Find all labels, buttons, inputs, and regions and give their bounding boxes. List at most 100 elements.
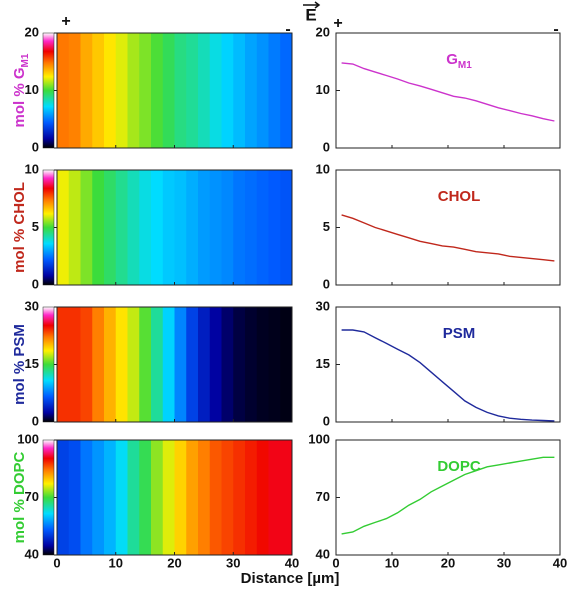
heatmap-column — [198, 33, 211, 148]
x-tick-label: 0 — [332, 555, 339, 570]
heatmap-column — [139, 307, 152, 422]
heatmap-column — [127, 307, 140, 422]
heatmap-column — [186, 170, 199, 285]
y-axis-label: mol % PSM — [11, 324, 28, 405]
y-tick-label: 10 — [316, 161, 330, 176]
plus-sign: + — [333, 15, 342, 32]
field-arrow — [303, 1, 321, 9]
series-label: PSM — [443, 325, 476, 342]
heatmap-column — [186, 440, 199, 555]
heatmap-column — [162, 307, 175, 422]
heatmap-column — [174, 170, 187, 285]
x-tick-label: 40 — [285, 555, 299, 570]
heatmap-column — [280, 170, 293, 285]
heatmap-column — [174, 440, 187, 555]
heatmap-column — [80, 307, 93, 422]
colorbar — [42, 32, 55, 149]
colorbar-tick-label: 15 — [25, 356, 39, 371]
heatmap-column — [209, 440, 222, 555]
y-axis-label-text: mol % PSM — [11, 324, 28, 405]
colorbar — [42, 439, 55, 556]
colorbar — [42, 306, 55, 423]
y-axis-label: mol % DOPC — [11, 451, 28, 543]
heatmap-column — [256, 170, 269, 285]
heatmap-column — [151, 170, 164, 285]
x-tick-label: 10 — [385, 555, 399, 570]
heatmap-column — [92, 33, 105, 148]
heatmap-column — [127, 440, 140, 555]
y-tick-label: 40 — [316, 546, 330, 561]
colorbar-tick-label: 40 — [25, 546, 39, 561]
heatmap-column — [256, 307, 269, 422]
heatmap-column — [68, 170, 81, 285]
x-tick-label: 30 — [497, 555, 511, 570]
y-tick-label: 70 — [316, 489, 330, 504]
heatmap-column — [68, 33, 81, 148]
heatmap-column — [233, 33, 246, 148]
profile-line — [341, 329, 555, 422]
y-tick-label: 5 — [323, 219, 330, 234]
heatmap-column — [245, 440, 258, 555]
series-label-text: CHOL — [438, 188, 481, 205]
heatmap-column — [104, 33, 117, 148]
heatmap-column — [209, 33, 222, 148]
heatmap-column — [139, 440, 152, 555]
heatmap-column — [151, 440, 164, 555]
x-tick-label: 30 — [226, 555, 240, 570]
heatmap-column — [198, 170, 211, 285]
heatmap-column — [80, 33, 93, 148]
heatmap-column — [209, 307, 222, 422]
heatmap-column — [233, 307, 246, 422]
heatmap-column — [221, 440, 234, 555]
series-label: DOPC — [437, 458, 481, 475]
heatmap-column — [57, 33, 70, 148]
series-label-text: PSM — [443, 325, 476, 342]
heatmap-column — [209, 170, 222, 285]
heatmap-column — [198, 307, 211, 422]
y-axis-label-text: mol % CHOL — [11, 182, 28, 273]
heatmap-column — [174, 33, 187, 148]
minus-sign: - — [553, 21, 558, 38]
x-tick-label: 0 — [53, 555, 60, 570]
heatmap-column — [68, 440, 81, 555]
profile-line — [341, 214, 555, 262]
heatmap-column — [233, 170, 246, 285]
heatmap-column — [151, 33, 164, 148]
colorbar-tick-label: 20 — [25, 24, 39, 39]
y-axis-label-text: mol % DOPC — [11, 451, 28, 543]
heatmap-column — [92, 440, 105, 555]
y-tick-label: 15 — [316, 356, 330, 371]
heatmap-column — [268, 307, 281, 422]
heatmap-column — [256, 440, 269, 555]
x-tick-label: 20 — [441, 555, 455, 570]
colorbar-tick-label: 70 — [25, 489, 39, 504]
colorbar-tick-label: 0 — [32, 276, 39, 291]
x-tick-label: 40 — [553, 555, 567, 570]
heatmap-column — [127, 170, 140, 285]
series-label: GM1 — [446, 51, 472, 71]
heatmap-column — [57, 307, 70, 422]
heatmap-column — [115, 307, 128, 422]
heatmap-column — [280, 440, 293, 555]
heatmap-column — [280, 307, 293, 422]
y-axis-label: mol % CHOL — [11, 182, 28, 273]
heatmap-column — [162, 440, 175, 555]
colorbar-tick-label: 0 — [32, 413, 39, 428]
heatmap-column — [221, 170, 234, 285]
series-label-subscript: M1 — [458, 60, 472, 71]
heatmap-column — [104, 440, 117, 555]
heatmap-column — [162, 33, 175, 148]
series-label: CHOL — [438, 188, 481, 205]
heatmap-column — [104, 170, 117, 285]
heatmap-column — [57, 440, 70, 555]
heatmap-column — [245, 33, 258, 148]
x-axis-label: Distance [µm] — [241, 570, 340, 587]
series-label-text: G — [446, 51, 458, 68]
heatmap-column — [80, 440, 93, 555]
heatmap-column — [115, 440, 128, 555]
heatmap-column — [115, 170, 128, 285]
y-axis-label-text: mol % G — [11, 67, 28, 127]
y-tick-label: 10 — [316, 82, 330, 97]
